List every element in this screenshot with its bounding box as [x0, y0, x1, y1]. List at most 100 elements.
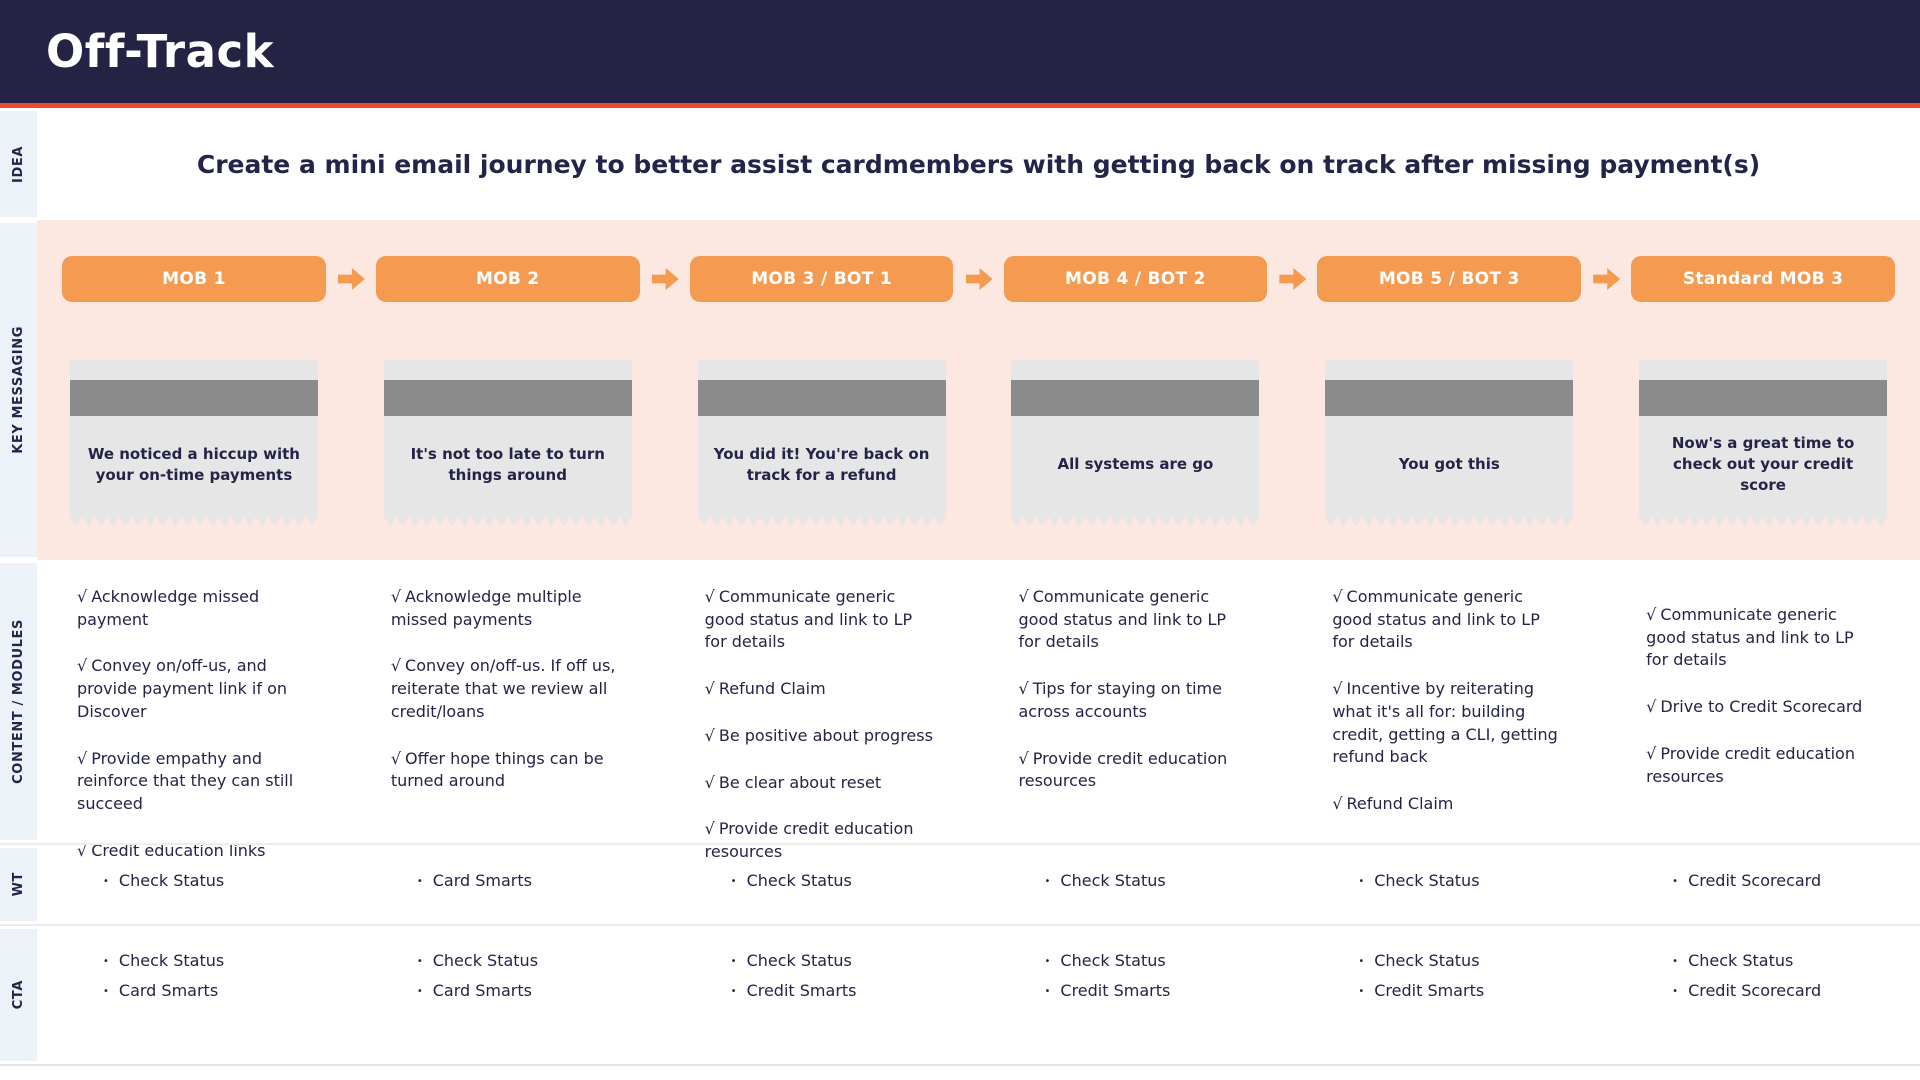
bullet-icon: •	[1358, 876, 1365, 887]
sidebar-cell-key-messaging: KEY MESSAGING	[0, 223, 37, 557]
cta-grid: • Check Status • Card Smarts • Check Status…	[37, 926, 1920, 1064]
stage-pill-mob3-bot1: MOB 3 / BOT 1	[689, 256, 954, 302]
check-icon: √	[704, 725, 715, 745]
cta-list: • Check Status • Credit Smarts	[979, 946, 1293, 1064]
module-item: √ Be clear about reset	[704, 772, 882, 792]
bullet-icon: •	[416, 956, 423, 967]
email-header-band	[69, 380, 318, 416]
check-icon: √	[704, 587, 715, 606]
sidebar-label-cta: CTA	[11, 980, 26, 1010]
sidebar-cell-wt: WT	[0, 848, 37, 921]
cta-list: • Check Status • Credit Smarts	[1292, 946, 1606, 1064]
bullet-icon: •	[1358, 985, 1365, 997]
module-list: √ Communicate generic good status and lin…	[1606, 586, 1920, 888]
cta-item: • Credit Smarts	[730, 980, 857, 1000]
bullet-icon: •	[730, 876, 737, 887]
check-icon: √	[1018, 748, 1029, 768]
email-header-band	[1639, 380, 1888, 416]
bullet-icon: •	[1672, 985, 1679, 997]
wt-item: • Check Status	[1044, 871, 1166, 890]
email-card: Now's a great time to check out your cre…	[1639, 360, 1888, 526]
module-item: √ Convey on/off-us. If off us, reiterate …	[390, 656, 616, 721]
check-icon: √	[1332, 587, 1343, 606]
module-item: √ Incentive by reiterating what it's all …	[1332, 679, 1558, 767]
bullet-icon: •	[1358, 956, 1365, 967]
wt-item: • Check Status	[103, 871, 225, 890]
email-header-band	[1011, 380, 1260, 416]
module-item: √ Communicate generic good status and lin…	[1646, 605, 1854, 670]
check-icon: √	[77, 656, 88, 676]
module-list: √ Acknowledge missed payment √ Convey on/o…	[37, 586, 351, 888]
check-icon: √	[704, 819, 715, 839]
stage-pill-standard-mob3: Standard MOB 3	[1631, 256, 1895, 302]
sidebar-cell-cta: CTA	[0, 929, 37, 1061]
check-icon: √	[1332, 794, 1343, 814]
cta-item: • Check Status	[1044, 951, 1166, 970]
bullet-icon: •	[1672, 876, 1679, 887]
check-icon: √	[1332, 679, 1343, 699]
key-message: All systems are go	[1011, 416, 1260, 517]
module-list: √ Communicate generic good status and lin…	[1292, 586, 1606, 888]
modules-grid: √ Acknowledge missed payment √ Convey on/o…	[37, 560, 1920, 861]
key-message: It's not too late to turn things around	[383, 416, 632, 517]
cta-item: • Credit Smarts	[1044, 980, 1171, 1000]
module-item: √ Be positive about progress	[704, 725, 933, 745]
bullet-icon: •	[1044, 876, 1051, 887]
module-item: √ Provide empathy and reinforce that they…	[77, 748, 294, 814]
stage-pill-mob2: MOB 2	[375, 256, 640, 302]
header-bar: Off-Track	[0, 0, 1920, 108]
bullet-icon: •	[730, 985, 737, 997]
module-list: √ Communicate generic good status and lin…	[665, 586, 979, 888]
cta-item: • Check Status	[730, 951, 852, 970]
wt-item: • Check Status	[730, 871, 852, 890]
content-modules-row: CONTENT / MODULES √ Acknowledge missed pa…	[0, 560, 1920, 861]
check-icon: √	[77, 840, 88, 860]
torn-edge-icon	[697, 517, 946, 526]
bullet-icon: •	[103, 985, 109, 997]
email-card: You got this	[1325, 360, 1574, 526]
check-icon: √	[704, 772, 715, 792]
email-header-band	[1325, 380, 1574, 416]
cta-row: CTA • Check Status • Card Smarts • Check St…	[0, 924, 1920, 1066]
bullet-icon: •	[103, 876, 109, 887]
wt-item: • Credit Scorecard	[1672, 871, 1822, 890]
module-item: √ Provide credit education resources	[1646, 743, 1855, 786]
key-message: Now's a great time to check out your cre…	[1639, 416, 1888, 517]
bullet-icon: •	[1044, 956, 1051, 967]
cta-item: • Check Status	[416, 951, 539, 970]
idea-row: IDEA Create a mini email journey to bett…	[0, 108, 1920, 220]
cta-item: • Check Status	[103, 951, 225, 970]
torn-edge-icon	[1325, 517, 1574, 526]
email-card: All systems are go	[1011, 360, 1260, 526]
check-icon: √	[704, 679, 715, 699]
cta-item: • Credit Scorecard	[1672, 980, 1822, 1000]
module-item: √ Offer hope things can be turned around	[390, 748, 604, 791]
module-item: √ Acknowledge multiple missed payments	[390, 587, 582, 629]
check-icon: √	[390, 748, 402, 768]
check-icon: √	[1646, 743, 1657, 763]
module-list: √ Communicate generic good status and lin…	[979, 586, 1293, 888]
bullet-icon: •	[416, 876, 423, 887]
stage-row: MOB 1 MOB 2 MOB 3 / BOT 1 MOB 4 / BOT 2 …	[37, 256, 1920, 302]
key-messaging-row: KEY MESSAGING MOB 1 MOB 2 MOB 3 / BOT 1 …	[0, 220, 1920, 560]
torn-edge-icon	[1011, 517, 1260, 526]
check-icon: √	[390, 587, 402, 606]
module-item: √ Refund Claim	[1332, 794, 1454, 814]
key-message: You got this	[1325, 416, 1574, 517]
module-list: √ Acknowledge multiple missed payments √ C…	[351, 586, 665, 888]
bullet-icon: •	[103, 956, 109, 967]
wt-item: • Check Status	[1358, 871, 1480, 890]
cta-list: • Check Status • Card Smarts	[351, 946, 665, 1064]
key-message: You did it! You're back on track for a r…	[697, 416, 946, 517]
email-header-band	[697, 380, 946, 416]
email-card: You did it! You're back on track for a r…	[697, 360, 946, 526]
check-icon: √	[1018, 587, 1029, 606]
stage-pill-mob1: MOB 1	[62, 256, 326, 302]
check-icon: √	[390, 656, 402, 676]
check-icon: √	[1646, 605, 1657, 624]
module-item: √ Communicate generic good status and lin…	[1332, 587, 1540, 652]
sidebar-label-idea: IDEA	[11, 145, 26, 183]
key-messaging-content: MOB 1 MOB 2 MOB 3 / BOT 1 MOB 4 / BOT 2 …	[37, 220, 1920, 560]
torn-edge-icon	[1639, 517, 1888, 526]
